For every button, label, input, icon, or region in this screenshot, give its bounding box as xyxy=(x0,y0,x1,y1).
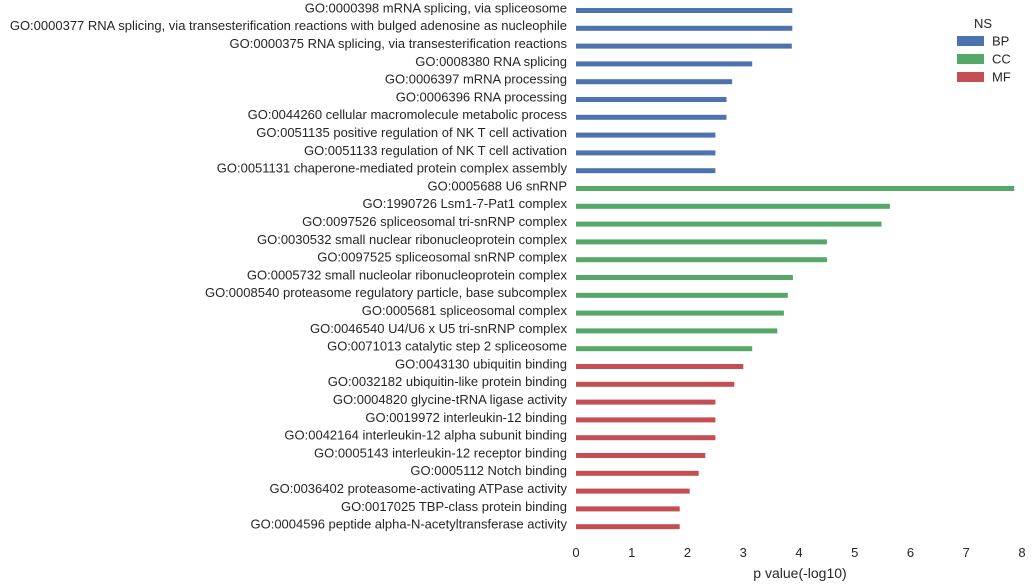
category-label: GO:0000377 RNA splicing, via transesteri… xyxy=(10,18,567,33)
category-label: GO:0005112 Notch binding xyxy=(410,463,567,478)
category-label: GO:0044260 cellular macromolecule metabo… xyxy=(248,107,568,122)
category-label: GO:0000398 mRNA splicing, via spliceosom… xyxy=(305,0,567,15)
x-tick-label: 4 xyxy=(795,545,802,560)
x-tick-label: 1 xyxy=(628,545,635,560)
x-axis-label: p value(-log10) xyxy=(753,565,846,581)
category-label: GO:0005681 spliceosomal complex xyxy=(362,303,568,318)
x-tick-label: 5 xyxy=(851,545,858,560)
category-label: GO:1990726 Lsm1-7-Pat1 complex xyxy=(363,196,568,211)
bar-bp xyxy=(576,168,716,174)
category-label: GO:0017025 TBP-class protein binding xyxy=(341,499,567,514)
bar-mf xyxy=(576,364,744,369)
category-labels: GO:0000398 mRNA splicing, via spliceosom… xyxy=(10,0,568,531)
category-label: GO:0005143 interleukin-12 receptor bindi… xyxy=(314,445,567,460)
legend-label-bp: BP xyxy=(992,33,1009,48)
bar-cc xyxy=(576,328,778,334)
bar-cc xyxy=(576,186,1015,191)
category-label: GO:0097525 spliceosomal snRNP complex xyxy=(317,250,567,265)
bar-cc xyxy=(576,310,784,316)
bar-cc xyxy=(576,257,827,263)
x-tick-label: 7 xyxy=(963,545,970,560)
category-label: GO:0043130 ubiquitin binding xyxy=(395,356,567,371)
category-label: GO:0019972 interleukin-12 binding xyxy=(365,410,567,425)
legend-swatch-bp xyxy=(957,36,984,46)
category-label: GO:0046540 U4/U6 x U5 tri-snRNP complex xyxy=(310,321,567,336)
bar-cc xyxy=(576,292,788,298)
bar-bp xyxy=(576,25,793,31)
category-label: GO:0030532 small nuclear ribonucleoprote… xyxy=(257,232,568,247)
category-label: GO:0006397 mRNA processing xyxy=(385,72,567,87)
bar-bp xyxy=(576,79,733,85)
bar-cc xyxy=(576,221,882,227)
x-tick-label: 0 xyxy=(572,545,579,560)
bar-cc xyxy=(576,203,890,209)
bar-mf xyxy=(576,506,680,512)
category-label: GO:0097526 spliceosomal tri-snRNP comple… xyxy=(302,214,567,229)
legend-label-cc: CC xyxy=(992,51,1011,66)
bar-mf xyxy=(576,399,716,405)
category-label: GO:0051135 positive regulation of NK T c… xyxy=(256,125,567,140)
bar-bp xyxy=(576,150,716,156)
category-label: GO:0032182 ubiquitin-like protein bindin… xyxy=(328,374,567,389)
bar-bp xyxy=(576,132,716,138)
category-label: GO:0051131 chaperone-mediated protein co… xyxy=(217,161,568,176)
category-label: GO:0004820 glycine-tRNA ligase activity xyxy=(333,392,568,407)
bar-bp xyxy=(576,97,727,102)
category-label: GO:0008380 RNA splicing xyxy=(415,54,567,69)
category-label: GO:0006396 RNA processing xyxy=(396,89,567,104)
category-label: GO:0005688 U6 snRNP xyxy=(428,178,567,193)
bar-bp xyxy=(576,8,793,13)
x-axis: 0 1 2 3 4 5 6 7 8 xyxy=(572,545,1025,560)
category-label: GO:0004596 peptide alpha-N-acetyltransfe… xyxy=(250,517,567,532)
bar-mf xyxy=(576,381,735,387)
legend-label-mf: MF xyxy=(992,69,1011,84)
category-label: GO:0008540 proteasome regulatory particl… xyxy=(205,285,568,300)
x-tick-label: 2 xyxy=(684,545,691,560)
legend-swatch-cc xyxy=(957,54,984,64)
category-label: GO:0000375 RNA splicing, via transesteri… xyxy=(230,36,568,51)
x-tick-label: 8 xyxy=(1018,545,1025,560)
category-label: GO:0005732 small nucleolar ribonucleopro… xyxy=(247,267,568,282)
category-label: GO:0051133 regulation of NK T cell activ… xyxy=(304,143,567,158)
x-tick-label: 3 xyxy=(740,545,747,560)
bar-mf xyxy=(576,524,680,530)
category-label: GO:0036402 proteasome-activating ATPase … xyxy=(270,481,568,496)
category-label: GO:0071013 catalytic step 2 spliceosome xyxy=(327,339,567,354)
bars-group xyxy=(576,8,1015,530)
legend-swatch-mf xyxy=(957,72,984,82)
bar-mf xyxy=(576,488,690,494)
bar-mf xyxy=(576,453,706,458)
legend-title: NS xyxy=(974,16,992,31)
bar-mf xyxy=(576,435,716,441)
x-tick-label: 6 xyxy=(907,545,914,560)
bar-bp xyxy=(576,43,792,49)
bar-bp xyxy=(576,61,753,67)
bar-cc xyxy=(576,239,827,245)
legend: NS BP CC MF xyxy=(957,16,1011,84)
bar-cc xyxy=(576,346,753,352)
bar-mf xyxy=(576,470,699,476)
bar-cc xyxy=(576,275,793,280)
bar-bp xyxy=(576,114,727,120)
bar-mf xyxy=(576,417,716,423)
category-label: GO:0042164 interleukin-12 alpha subunit … xyxy=(284,428,567,443)
